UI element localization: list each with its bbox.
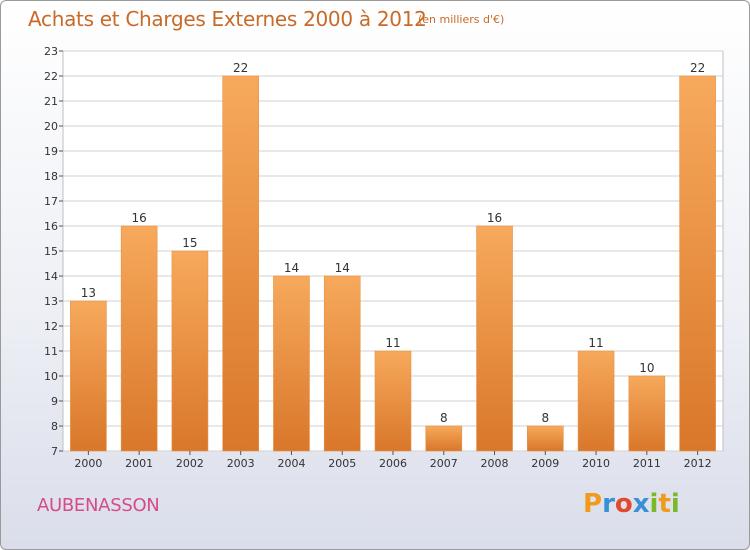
bar-2011	[628, 375, 666, 452]
y-tick-label: 23	[44, 45, 58, 58]
y-tick-label: 22	[44, 70, 58, 83]
y-tick-label: 16	[44, 220, 58, 233]
bar-value-label: 8	[440, 411, 448, 425]
x-tick-label: 2010	[582, 457, 610, 470]
bar-value-label: 16	[132, 211, 147, 225]
bar-value-label: 13	[81, 286, 96, 300]
y-tick-label: 9	[51, 395, 58, 408]
x-tick-label: 2009	[531, 457, 559, 470]
bar-2007	[425, 425, 463, 452]
y-tick-label: 17	[44, 195, 58, 208]
bar-value-label: 14	[284, 261, 299, 275]
x-tick-label: 2012	[684, 457, 712, 470]
y-axis: 7 8 9 10 11 12 13 14 15 16 17 18 19 20 21 22 23	[44, 45, 63, 458]
chart-unit-label: (en milliers d'€)	[418, 13, 505, 26]
bar-value-label: 8	[541, 411, 549, 425]
bar-value-label: 10	[639, 361, 654, 375]
y-tick-label: 7	[51, 445, 58, 458]
x-tick-label: 2001	[125, 457, 153, 470]
x-tick-label: 2004	[277, 457, 305, 470]
bar-value-label: 14	[335, 261, 350, 275]
bar-2008	[476, 225, 513, 452]
bar-value-label: 15	[182, 236, 197, 250]
bar-2004	[273, 275, 310, 452]
bar-value-label: 11	[588, 336, 603, 350]
x-axis: 2000 2001 2002 2003 2004 2005 2006 2007 2008 2009…	[74, 451, 712, 470]
y-tick-label: 10	[44, 370, 58, 383]
y-tick-label: 21	[44, 95, 58, 108]
y-tick-label: 19	[44, 145, 58, 158]
y-tick-label: 14	[44, 270, 58, 283]
y-tick-label: 12	[44, 320, 58, 333]
proxiti-logo: Proxiti	[583, 489, 680, 519]
y-tick-label: 13	[44, 295, 58, 308]
bar-2006	[374, 350, 412, 452]
x-tick-label: 2003	[227, 457, 255, 470]
y-tick-label: 15	[44, 245, 58, 258]
x-tick-label: 2005	[328, 457, 356, 470]
x-tick-label: 2008	[481, 457, 509, 470]
bar-value-label: 11	[385, 336, 400, 350]
x-tick-label: 2011	[633, 457, 661, 470]
bar-2003	[222, 75, 259, 452]
bar-value-label: 22	[233, 61, 248, 75]
y-tick-label: 20	[44, 120, 58, 133]
bar-2012	[679, 75, 716, 452]
bar-2005	[323, 275, 361, 452]
x-tick-label: 2000	[74, 457, 102, 470]
bars: 13 16 15 22 14 14 11 8 16 8 11 10 22	[70, 61, 716, 452]
x-tick-label: 2007	[430, 457, 458, 470]
chart-title: Achats et Charges Externes 2000 à 2012	[28, 7, 427, 31]
bar-2010	[577, 350, 615, 452]
y-tick-label: 11	[44, 345, 58, 358]
x-tick-label: 2006	[379, 457, 407, 470]
bar-2009	[527, 425, 564, 452]
y-tick-label: 18	[44, 170, 58, 183]
bar-2001	[120, 225, 158, 452]
bar-2002	[171, 250, 209, 452]
bar-value-label: 16	[487, 211, 502, 225]
y-tick-label: 8	[51, 420, 58, 433]
commune-name: AUBENASSON	[37, 495, 160, 516]
x-tick-label: 2002	[176, 457, 204, 470]
bar-value-label: 22	[690, 61, 705, 75]
bar-2000	[70, 300, 107, 452]
